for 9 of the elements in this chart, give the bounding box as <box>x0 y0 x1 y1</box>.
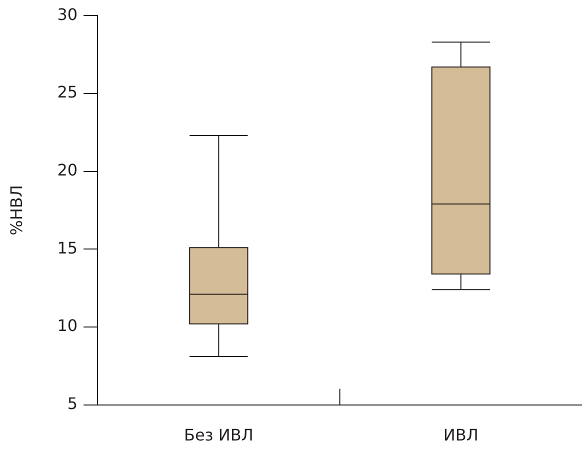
y-axis-title: %НВЛ <box>6 185 26 236</box>
y-tick-label: 10 <box>57 316 78 336</box>
y-tick-label: 30 <box>57 4 78 24</box>
y-tick-label: 15 <box>57 238 78 258</box>
x-tick-label: Без ИВЛ <box>184 426 254 445</box>
x-tick-label: ИВЛ <box>443 426 478 445</box>
y-tick-label: 20 <box>57 160 78 180</box>
y-tick-label: 25 <box>57 82 78 102</box>
y-tick-label: 5 <box>67 394 78 413</box>
